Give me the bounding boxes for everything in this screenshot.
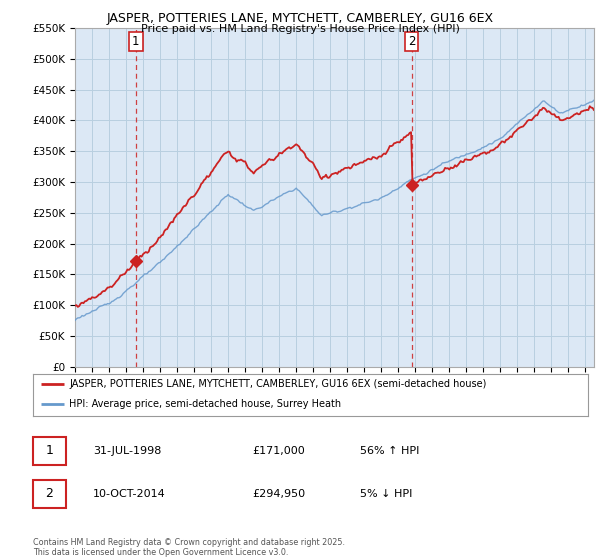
Text: 56% ↑ HPI: 56% ↑ HPI xyxy=(360,446,419,456)
Text: 2: 2 xyxy=(46,487,53,501)
Text: Contains HM Land Registry data © Crown copyright and database right 2025.
This d: Contains HM Land Registry data © Crown c… xyxy=(33,538,345,557)
Text: £171,000: £171,000 xyxy=(252,446,305,456)
Text: HPI: Average price, semi-detached house, Surrey Heath: HPI: Average price, semi-detached house,… xyxy=(69,399,341,409)
Text: 1: 1 xyxy=(132,35,140,48)
Text: 31-JUL-1998: 31-JUL-1998 xyxy=(93,446,161,456)
Text: 10-OCT-2014: 10-OCT-2014 xyxy=(93,489,166,499)
Text: 2: 2 xyxy=(408,35,415,48)
Text: Price paid vs. HM Land Registry's House Price Index (HPI): Price paid vs. HM Land Registry's House … xyxy=(140,24,460,34)
Text: 1: 1 xyxy=(46,444,53,458)
Text: JASPER, POTTERIES LANE, MYTCHETT, CAMBERLEY, GU16 6EX (semi-detached house): JASPER, POTTERIES LANE, MYTCHETT, CAMBER… xyxy=(69,379,487,389)
Text: £294,950: £294,950 xyxy=(252,489,305,499)
Text: 5% ↓ HPI: 5% ↓ HPI xyxy=(360,489,412,499)
Text: JASPER, POTTERIES LANE, MYTCHETT, CAMBERLEY, GU16 6EX: JASPER, POTTERIES LANE, MYTCHETT, CAMBER… xyxy=(106,12,494,25)
